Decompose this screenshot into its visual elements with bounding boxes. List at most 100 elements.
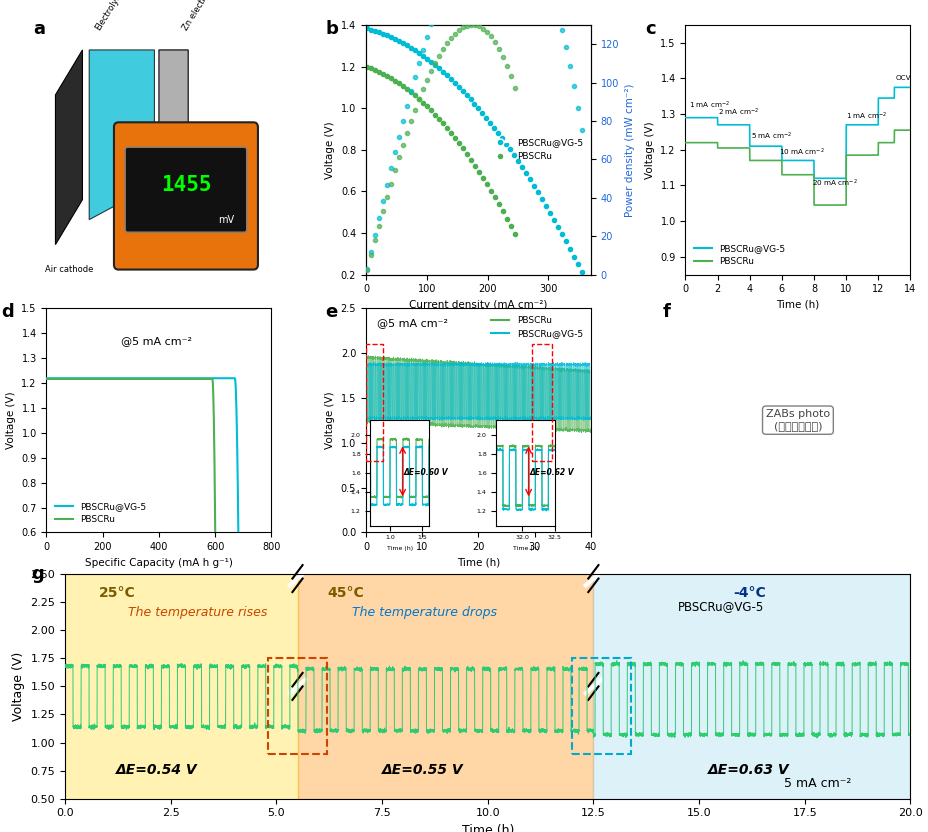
Point (435, 42, 450, 56)
Point (554, 23, 569, 37)
Point (467, 18, 482, 32)
Point (415, 43, 430, 57)
Text: b: b (325, 20, 338, 38)
Point (503, 220, 518, 233)
Point (467, 97, 482, 111)
Point (387, 164, 402, 177)
Text: a: a (32, 20, 45, 38)
Point (375, 195, 390, 208)
Point (451, 80, 466, 93)
Text: c: c (644, 20, 655, 38)
Point (367, 63, 382, 77)
Point (399, 126, 414, 139)
Point (479, 177, 494, 191)
Bar (297, 574, 593, 799)
Point (514, 161, 529, 174)
Point (395, 37, 410, 50)
Point (483, 184, 497, 197)
Point (495, 205, 509, 218)
Point (443, 72, 458, 86)
Text: 1 mA cm$^{-2}$: 1 mA cm$^{-2}$ (845, 111, 886, 122)
Text: -4°C: -4°C (732, 586, 765, 600)
Point (407, 89, 422, 102)
Polygon shape (56, 50, 83, 245)
Text: The temperature rises: The temperature rises (128, 606, 267, 619)
Bar (366, 344, 382, 461)
Point (570, 258, 585, 271)
Point (574, 265, 588, 279)
Point (375, 205, 390, 218)
Point (427, 108, 442, 121)
Point (538, 199, 553, 212)
Point (419, 73, 434, 87)
Point (459, 19, 474, 32)
Text: d: d (2, 304, 14, 321)
Point (364, 62, 379, 75)
Point (471, 20, 486, 33)
Point (363, 22, 378, 36)
Text: The temperature drops: The temperature drops (352, 606, 496, 619)
Point (554, 227, 569, 240)
Text: PBSCRu@VG-5: PBSCRu@VG-5 (677, 600, 764, 613)
Point (463, 153, 478, 166)
X-axis label: Current density (mA cm⁻²): Current density (mA cm⁻²) (409, 300, 547, 310)
Point (431, 0, 445, 7)
Point (570, 101, 585, 114)
Point (411, 92, 426, 106)
Point (470, 102, 485, 115)
Point (387, 74, 402, 87)
Point (367, 24, 382, 37)
Point (451, 136, 466, 150)
Point (399, 39, 414, 52)
X-axis label: Time (h): Time (h) (457, 557, 499, 567)
Y-axis label: Voltage (V): Voltage (V) (644, 121, 654, 179)
Text: 2 mA cm$^{-2}$: 2 mA cm$^{-2}$ (717, 107, 759, 118)
Text: Zn electrode: Zn electrode (181, 0, 217, 32)
Point (490, 126, 505, 140)
Point (380, 178, 394, 191)
Point (499, 59, 514, 72)
Point (487, 191, 502, 204)
X-axis label: Time (h): Time (h) (776, 300, 818, 310)
Point (455, 84, 470, 97)
Point (443, 32, 458, 45)
Point (391, 34, 406, 47)
Point (561, 242, 576, 255)
Point (463, 18, 478, 32)
Bar (532, 344, 551, 461)
Point (435, 116, 450, 130)
Point (491, 198, 506, 211)
Point (447, 27, 462, 40)
Point (415, 49, 430, 62)
Point (423, 55, 438, 68)
Point (542, 206, 557, 219)
Point (451, 23, 466, 37)
Point (503, 70, 518, 83)
Bar (267, 658, 327, 754)
Point (507, 227, 522, 240)
Text: f: f (663, 304, 670, 321)
Text: ΔE=0.63 V: ΔE=0.63 V (707, 763, 788, 777)
Point (387, 146, 402, 159)
Point (411, 57, 426, 70)
Point (546, 213, 561, 226)
Point (459, 147, 474, 161)
Text: 20 mA cm$^{-2}$: 20 mA cm$^{-2}$ (811, 177, 857, 189)
Point (443, 126, 458, 140)
Point (487, 36, 502, 49)
FancyBboxPatch shape (125, 147, 247, 232)
Point (423, 65, 438, 78)
Text: Electrolyte: Electrolyte (94, 0, 125, 32)
Point (467, 159, 482, 172)
Point (558, 235, 573, 248)
Text: 1455: 1455 (161, 175, 211, 195)
Text: 5 mA cm⁻²: 5 mA cm⁻² (782, 777, 850, 790)
Point (364, 248, 379, 261)
Point (479, 111, 494, 125)
Point (522, 173, 537, 186)
Point (371, 219, 386, 232)
Point (395, 115, 410, 128)
Point (432, 112, 446, 126)
Point (439, 37, 454, 50)
Point (446, 76, 461, 89)
